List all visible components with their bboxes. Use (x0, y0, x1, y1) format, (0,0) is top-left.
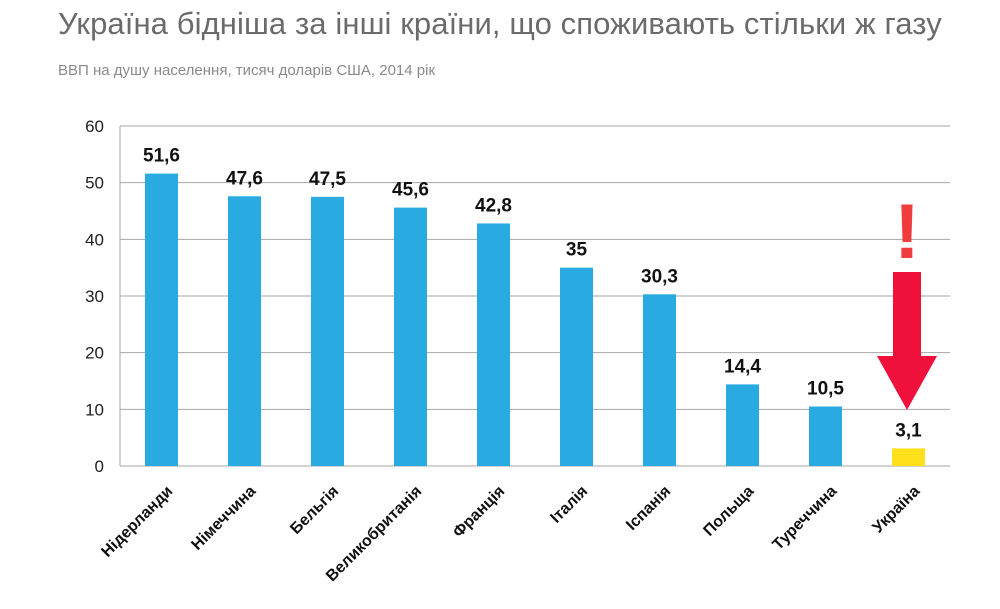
data-label: 51,6 (143, 146, 180, 167)
y-tick-label: 40 (85, 230, 104, 249)
category-label: Нідерланди (98, 483, 176, 561)
down-arrow-icon (877, 272, 937, 410)
category-label: Україна (870, 483, 924, 537)
data-label: 14,4 (724, 356, 761, 377)
category-label: Німеччина (188, 483, 259, 554)
y-tick-label: 60 (85, 117, 104, 136)
y-tick-label: 10 (85, 400, 104, 419)
data-label: 45,6 (392, 180, 429, 201)
category-label: Польща (700, 483, 757, 540)
data-label: 47,5 (309, 169, 346, 190)
bar-7 (643, 294, 676, 466)
bar-1 (145, 173, 178, 466)
bars (145, 173, 925, 467)
category-label: Франція (450, 483, 508, 541)
category-labels: Нідерланди Німеччина БельгіяВеликобританія… (98, 483, 923, 585)
y-tick-label: 30 (85, 287, 104, 306)
category-label: Туреччина (770, 483, 841, 554)
data-label: 10,5 (807, 379, 844, 400)
data-label: 30,3 (641, 266, 678, 287)
y-tick-label: 20 (85, 344, 104, 363)
bar-2 (228, 196, 261, 466)
data-label: 42,8 (475, 195, 512, 216)
bar-8 (726, 384, 759, 466)
y-tick-label: 50 (85, 174, 104, 193)
data-labels: 51,6 47,6 47,5 45,6 42,8 35 30,3 14,4 10,5 3,1 (143, 146, 922, 442)
bar-10 (892, 448, 925, 466)
data-label: 35 (566, 240, 588, 261)
category-label: Бельгія (287, 483, 342, 538)
exclamation-mark: ! (894, 187, 920, 275)
chart-title: Україна бідніша за інші країни, що спожи… (58, 6, 942, 41)
bar-5 (477, 223, 510, 466)
annotation: ! (877, 187, 937, 410)
bar-4 (394, 207, 427, 466)
data-label: 3,1 (895, 420, 922, 441)
category-label: Іспанія (623, 483, 674, 534)
bar-3 (311, 196, 344, 467)
bar-6 (560, 267, 593, 466)
data-label: 47,6 (226, 168, 263, 189)
category-label: Італія (547, 483, 591, 527)
y-tick-label: 0 (95, 457, 104, 476)
bar-9 (809, 406, 842, 466)
y-axis: 0 10 20 30 40 50 60 (85, 117, 121, 476)
chart-subtitle: ВВП на душу населення, тисяч доларів США… (58, 62, 436, 79)
